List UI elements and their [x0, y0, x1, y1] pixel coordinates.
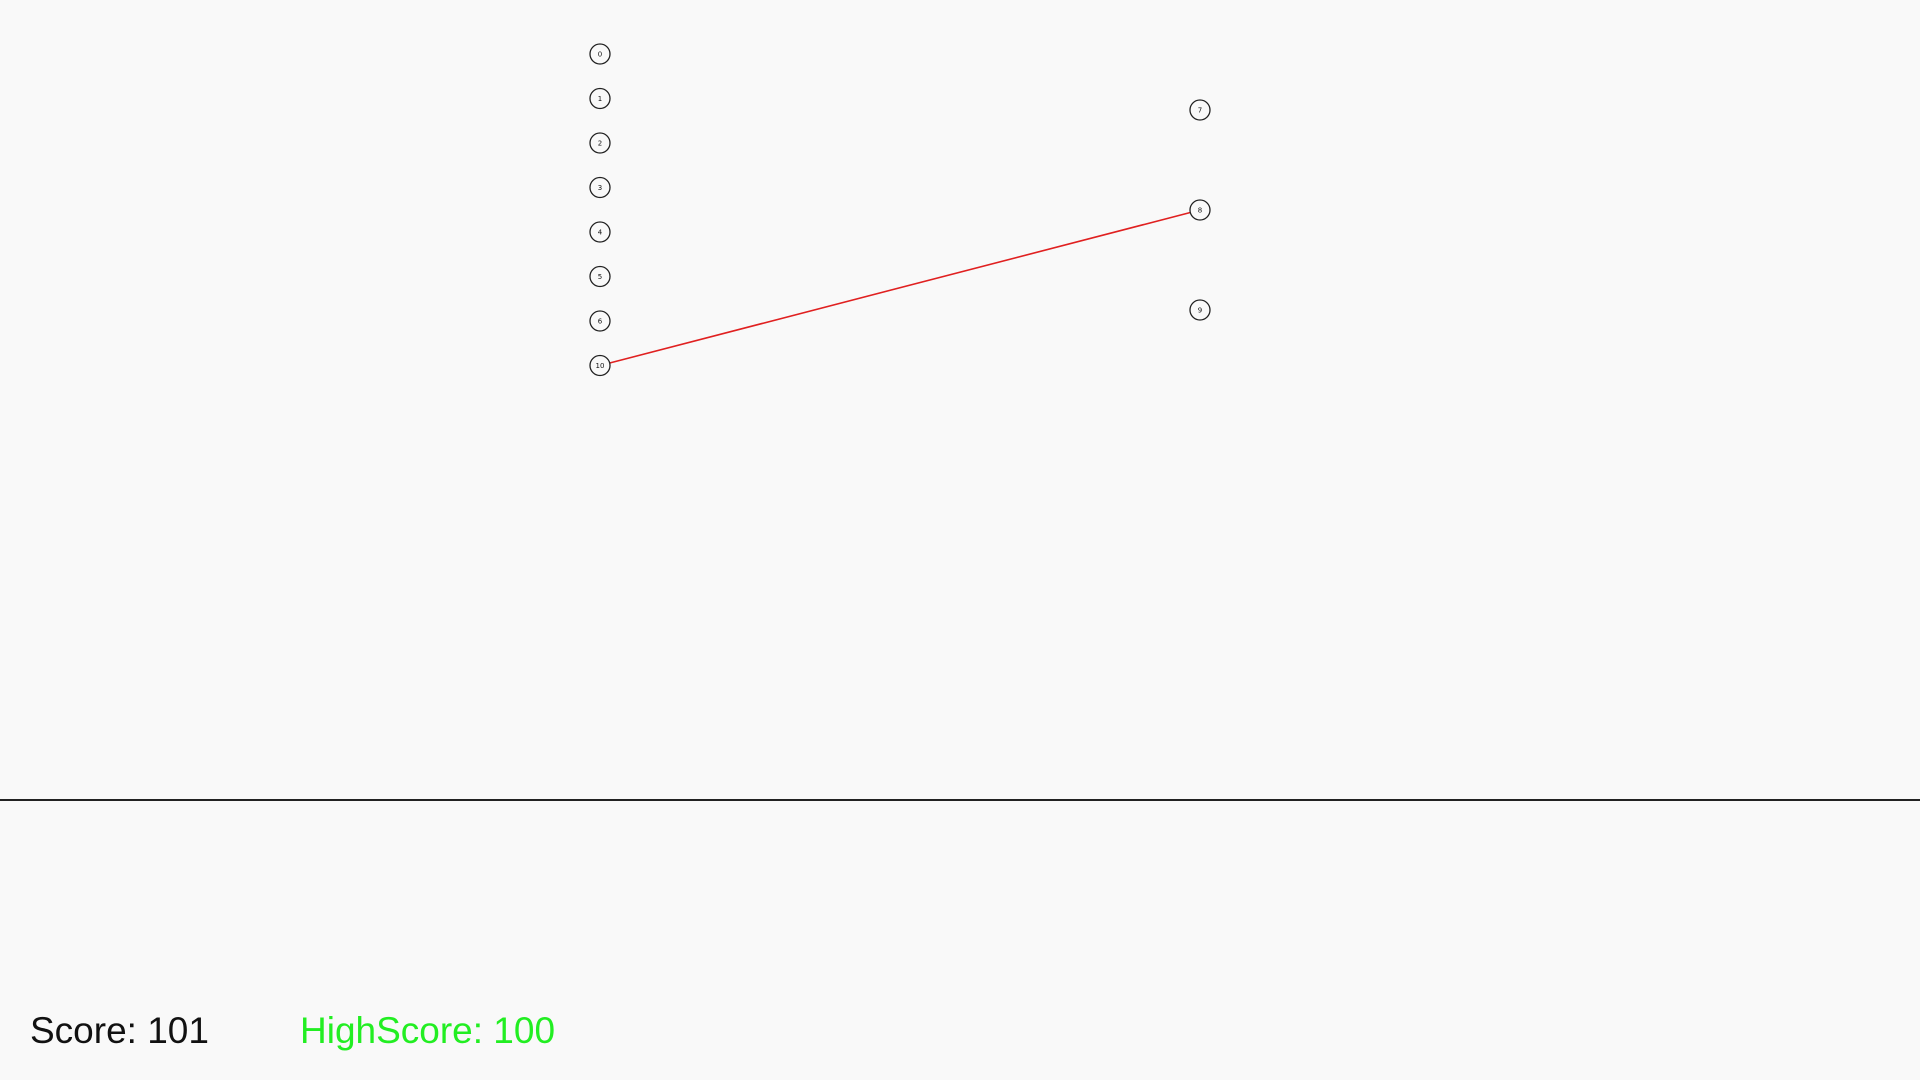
node-8[interactable]: 8 — [1189, 199, 1211, 221]
node-6[interactable]: 6 — [589, 310, 611, 332]
node-label: 4 — [598, 229, 603, 237]
node-circle — [1189, 199, 1211, 221]
node-2[interactable]: 2 — [589, 132, 611, 154]
highscore-display: HighScore: 100 — [300, 1010, 556, 1051]
node-4[interactable]: 4 — [589, 221, 611, 243]
connection-10-8 — [609, 211, 1191, 364]
connections-layer — [609, 211, 1191, 364]
node-1[interactable]: 1 — [589, 87, 611, 110]
node-label: 9 — [1198, 307, 1202, 315]
node-5[interactable]: 5 — [589, 265, 611, 288]
node-circle — [589, 354, 611, 377]
nodes-layer: 0 1 2 3 4 5 6 10 7 8 9 — [589, 43, 1211, 377]
node-circle — [589, 43, 611, 65]
node-3[interactable]: 3 — [589, 176, 611, 199]
node-circle — [589, 310, 611, 332]
node-0[interactable]: 0 — [589, 43, 611, 65]
node-circle — [1189, 99, 1211, 121]
node-label: 1 — [598, 95, 602, 103]
node-10[interactable]: 10 — [589, 354, 611, 377]
node-label: 10 — [596, 362, 605, 370]
node-label: 3 — [598, 184, 602, 192]
node-9[interactable]: 9 — [1189, 299, 1211, 321]
node-label: 8 — [1198, 207, 1202, 215]
node-label: 5 — [598, 273, 602, 281]
node-7[interactable]: 7 — [1189, 99, 1211, 121]
node-circle — [589, 176, 611, 199]
node-circle — [589, 87, 611, 110]
node-circle — [589, 221, 611, 243]
node-label: 2 — [598, 140, 602, 148]
node-circle — [589, 132, 611, 154]
node-label: 7 — [1198, 107, 1202, 115]
node-circle — [1189, 299, 1211, 321]
node-label: 6 — [598, 318, 603, 326]
score-display: Score: 101 — [30, 1010, 209, 1051]
node-circle — [589, 265, 611, 288]
node-label: 0 — [598, 51, 602, 59]
